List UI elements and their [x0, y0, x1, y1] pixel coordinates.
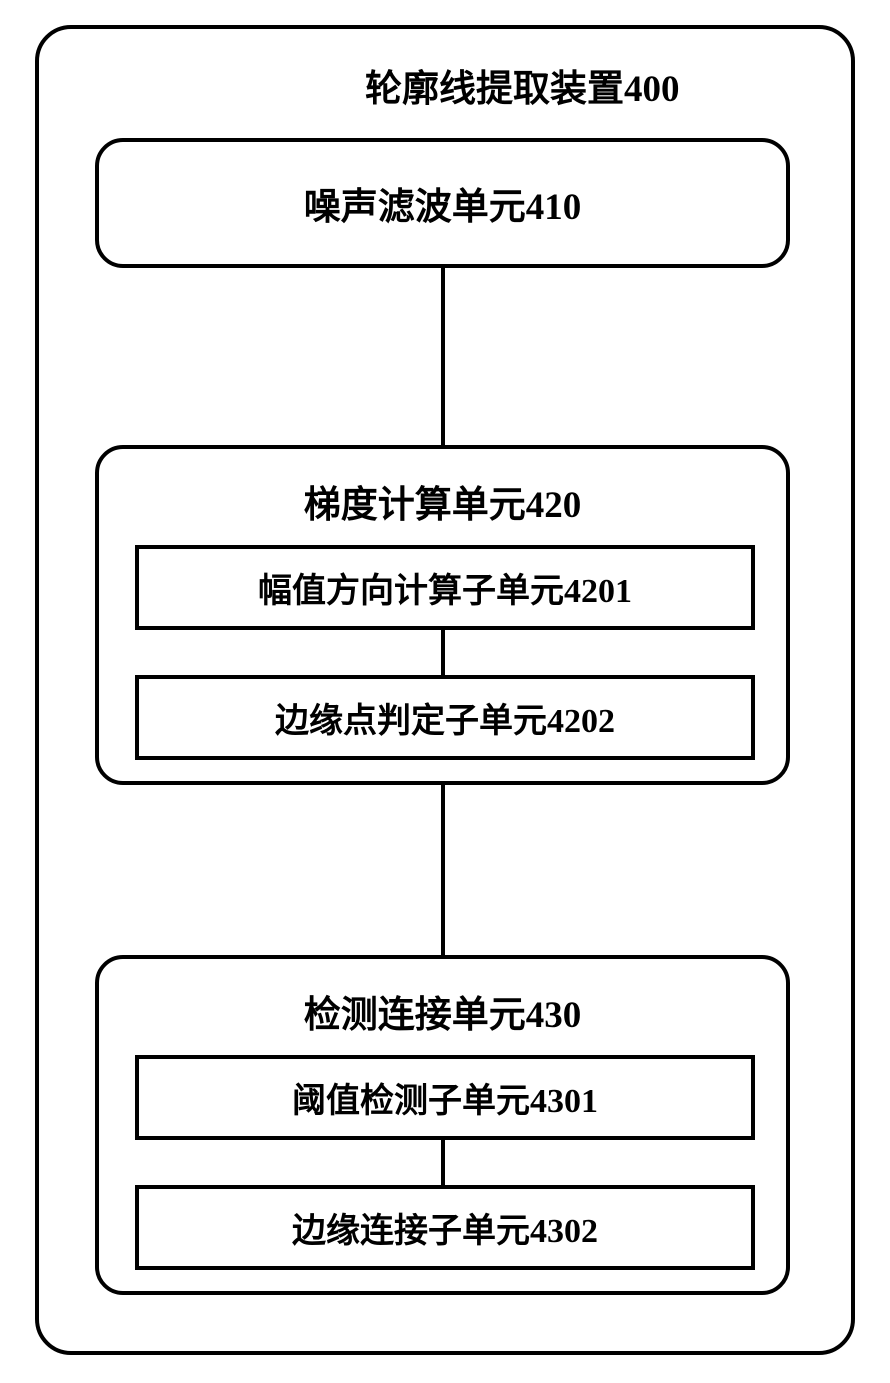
subunit-4302: 边缘连接子单元4302: [135, 1185, 755, 1270]
outer-title: 轮廓线提取装置400: [365, 58, 680, 112]
subunit-4202: 边缘点判定子单元4202: [135, 675, 755, 760]
connector-4301-4302: [441, 1140, 445, 1185]
connector-410-420: [441, 268, 445, 445]
subunit-4201-label: 幅值方向计算子单元4201: [258, 563, 632, 612]
unit-410-title: 噪声滤波单元410: [304, 176, 582, 230]
connector-420-430: [441, 785, 445, 955]
subunit-4202-label: 边缘点判定子单元4202: [275, 693, 615, 742]
unit-420-title: 梯度计算单元420: [304, 474, 582, 528]
subunit-4301: 阈值检测子单元4301: [135, 1055, 755, 1140]
unit-410: 噪声滤波单元410: [95, 138, 790, 268]
unit-430-title: 检测连接单元430: [304, 984, 582, 1038]
subunit-4301-label: 阈值检测子单元4301: [292, 1073, 598, 1122]
connector-4201-4202: [441, 630, 445, 675]
subunit-4201: 幅值方向计算子单元4201: [135, 545, 755, 630]
subunit-4302-label: 边缘连接子单元4302: [292, 1203, 598, 1252]
